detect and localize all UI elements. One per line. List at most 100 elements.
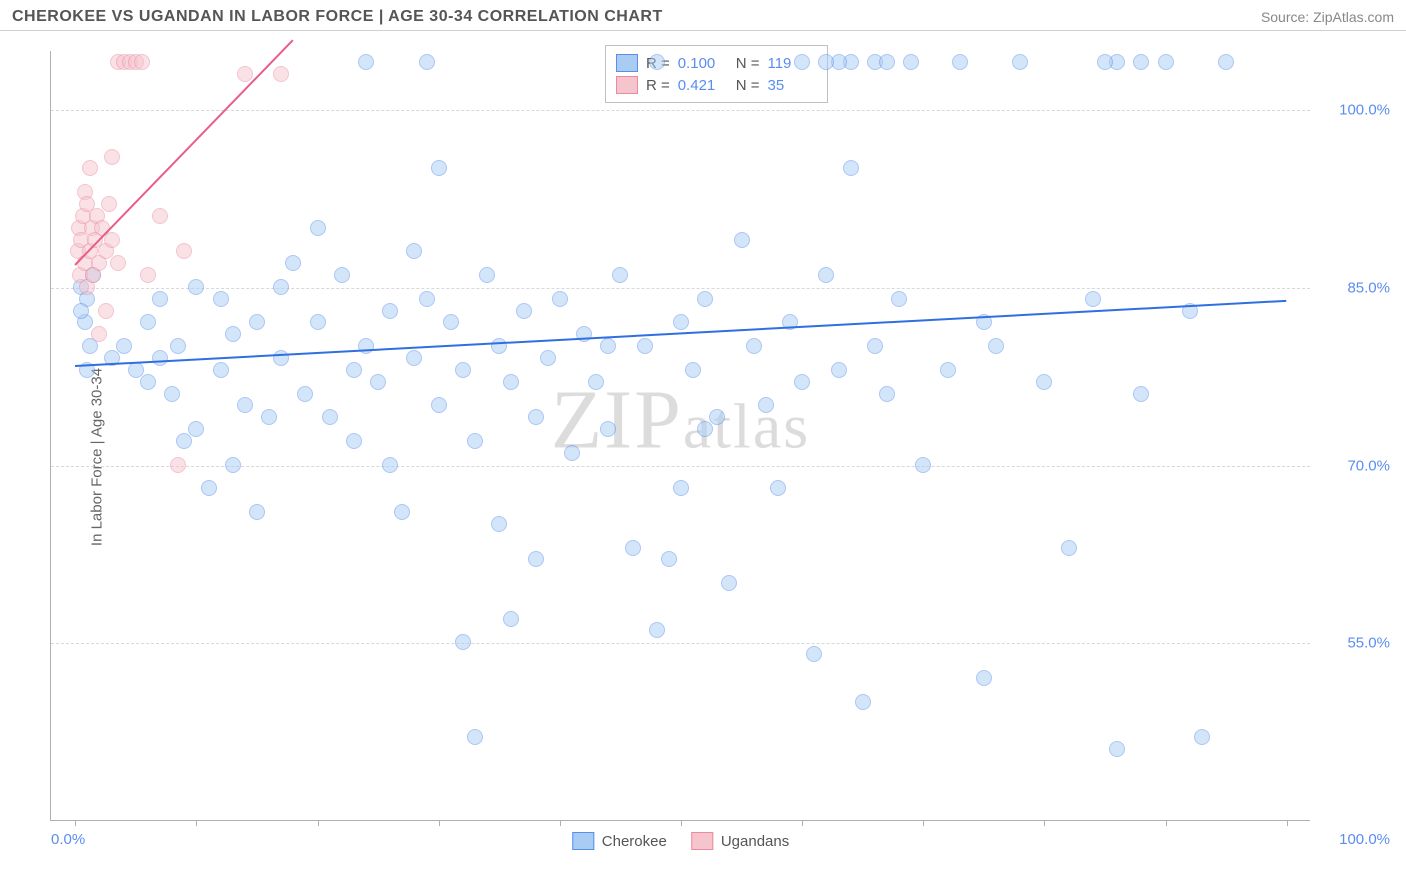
legend-bottom: CherokeeUgandans — [572, 832, 789, 850]
data-point — [903, 54, 919, 70]
legend-swatch — [616, 76, 638, 94]
data-point — [134, 54, 150, 70]
data-point — [1097, 54, 1113, 70]
data-point — [503, 611, 519, 627]
data-point — [237, 397, 253, 413]
data-point — [758, 397, 774, 413]
data-point — [152, 208, 168, 224]
data-point — [406, 350, 422, 366]
data-point — [746, 338, 762, 354]
data-point — [213, 362, 229, 378]
data-point — [382, 457, 398, 473]
data-point — [176, 433, 192, 449]
data-point — [1109, 741, 1125, 757]
x-tick — [75, 820, 76, 826]
data-point — [661, 551, 677, 567]
data-point — [915, 457, 931, 473]
data-point — [104, 149, 120, 165]
data-point — [818, 267, 834, 283]
data-point — [213, 291, 229, 307]
data-point — [443, 314, 459, 330]
chart-area: In Labor Force | Age 30-34 ZIPatlas 0.0%… — [0, 31, 1406, 883]
x-tick — [1166, 820, 1167, 826]
data-point — [806, 646, 822, 662]
data-point — [431, 397, 447, 413]
data-point — [455, 634, 471, 650]
data-point — [770, 480, 786, 496]
data-point — [794, 54, 810, 70]
legend-bottom-item: Ugandans — [691, 832, 789, 850]
data-point — [188, 421, 204, 437]
data-point — [225, 326, 241, 342]
legend-n-value: 35 — [767, 77, 817, 94]
data-point — [673, 480, 689, 496]
plot-region: ZIPatlas 0.0% 100.0% CherokeeUgandans R … — [50, 51, 1310, 821]
data-point — [201, 480, 217, 496]
data-point — [249, 504, 265, 520]
data-point — [516, 303, 532, 319]
data-point — [794, 374, 810, 390]
data-point — [140, 314, 156, 330]
data-point — [285, 255, 301, 271]
data-point — [188, 279, 204, 295]
data-point — [455, 362, 471, 378]
data-point — [891, 291, 907, 307]
data-point — [110, 255, 126, 271]
gridline-h — [51, 643, 1310, 644]
data-point — [879, 386, 895, 402]
data-point — [467, 433, 483, 449]
legend-r-value: 0.100 — [678, 55, 728, 72]
data-point — [952, 54, 968, 70]
data-point — [528, 551, 544, 567]
x-tick — [439, 820, 440, 826]
data-point — [940, 362, 956, 378]
data-point — [98, 303, 114, 319]
legend-row: R =0.100N =119 — [616, 52, 818, 74]
data-point — [1012, 54, 1028, 70]
data-point — [273, 66, 289, 82]
chart-source: Source: ZipAtlas.com — [1261, 9, 1394, 25]
data-point — [503, 374, 519, 390]
data-point — [600, 338, 616, 354]
data-point — [310, 314, 326, 330]
data-point — [419, 54, 435, 70]
data-point — [101, 196, 117, 212]
data-point — [370, 374, 386, 390]
data-point — [310, 220, 326, 236]
data-point — [649, 54, 665, 70]
data-point — [419, 291, 435, 307]
chart-header: CHEROKEE VS UGANDAN IN LABOR FORCE | AGE… — [0, 0, 1406, 31]
x-tick — [196, 820, 197, 826]
data-point — [346, 362, 362, 378]
data-point — [261, 409, 277, 425]
data-point — [855, 694, 871, 710]
data-point — [170, 457, 186, 473]
data-point — [152, 350, 168, 366]
data-point — [237, 66, 253, 82]
gridline-h — [51, 110, 1310, 111]
data-point — [843, 160, 859, 176]
legend-r-label: R = — [646, 77, 670, 94]
data-point — [140, 267, 156, 283]
legend-row: R =0.421N =35 — [616, 74, 818, 96]
data-point — [116, 338, 132, 354]
data-point — [358, 338, 374, 354]
x-tick — [1044, 820, 1045, 826]
data-point — [334, 267, 350, 283]
y-tick-label: 85.0% — [1318, 279, 1390, 296]
data-point — [540, 350, 556, 366]
data-point — [1218, 54, 1234, 70]
x-tick — [802, 820, 803, 826]
legend-top: R =0.100N =119R =0.421N =35 — [605, 45, 829, 103]
legend-r-value: 0.421 — [678, 77, 728, 94]
data-point — [1133, 386, 1149, 402]
data-point — [152, 291, 168, 307]
x-tick — [681, 820, 682, 826]
data-point — [600, 421, 616, 437]
data-point — [431, 160, 447, 176]
data-point — [1158, 54, 1174, 70]
x-axis-end-label: 100.0% — [1339, 831, 1390, 848]
data-point — [273, 350, 289, 366]
data-point — [82, 160, 98, 176]
data-point — [406, 243, 422, 259]
